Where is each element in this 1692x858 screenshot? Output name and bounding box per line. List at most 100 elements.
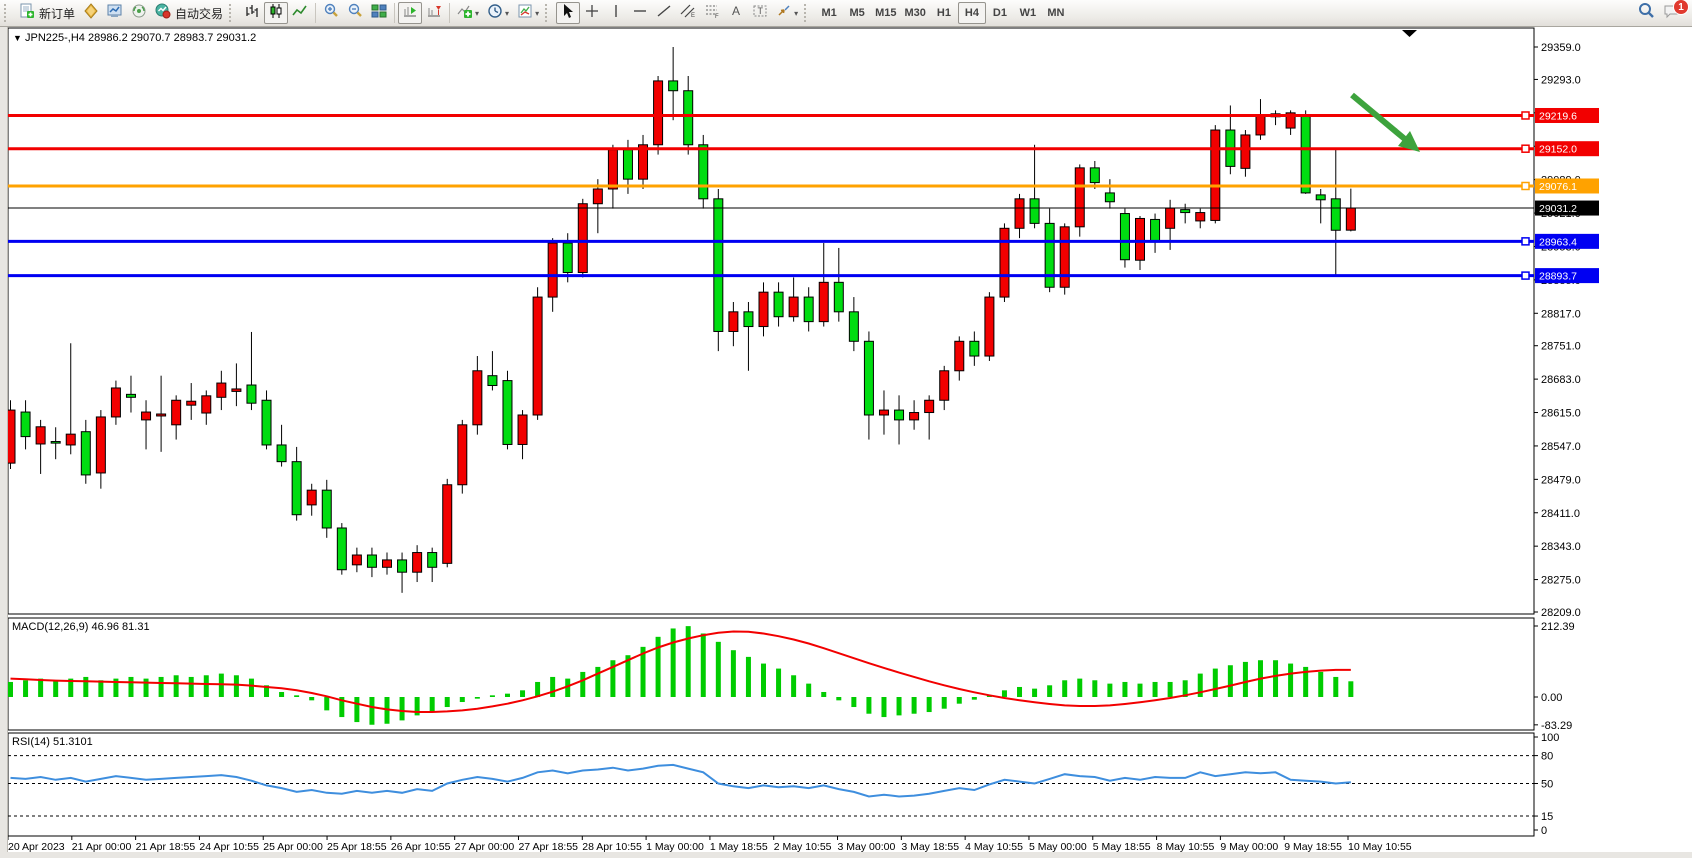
bullish-candle	[1165, 207, 1176, 229]
macd-histogram-bar	[188, 676, 194, 697]
fibonacci-button[interactable]: F	[700, 2, 724, 24]
toolbar-grip[interactable]	[4, 4, 11, 22]
timeframe-m15-button[interactable]: M15	[875, 7, 897, 19]
autotrading-button[interactable]: 自动交易	[151, 2, 227, 24]
bearish-candle	[321, 489, 332, 529]
bullish-candle	[457, 424, 468, 486]
main-chart-panel	[7, 27, 1535, 615]
macd-histogram-bar	[1242, 661, 1248, 697]
macd-histogram-bar	[1167, 681, 1173, 697]
text-label-button[interactable]: T	[748, 2, 772, 24]
new-order-button[interactable]: 新订单	[15, 2, 79, 24]
timeframe-h4-button[interactable]: H4	[957, 2, 986, 24]
bullish-candle	[878, 409, 889, 416]
text-button[interactable]: A	[724, 2, 748, 24]
bullish-candle	[954, 340, 965, 372]
bullish-candle	[95, 416, 106, 474]
timeframe-m5-button[interactable]: M5	[849, 7, 865, 19]
arrows-button[interactable]: ▾	[772, 2, 802, 24]
data-window-button[interactable]	[103, 2, 127, 24]
price-label-text: 28963.4	[1539, 236, 1577, 248]
macd-histogram-bar	[1017, 686, 1023, 697]
bearish-candle	[261, 399, 272, 446]
tile-windows-button[interactable]	[367, 2, 391, 24]
macd-histogram-bar	[911, 697, 917, 714]
macd-histogram-bar	[550, 676, 556, 697]
bullish-candle	[65, 433, 76, 446]
trendline-button[interactable]	[652, 2, 676, 24]
timeframe-m30-button[interactable]: M30	[904, 7, 926, 19]
bearish-candle	[1300, 115, 1311, 194]
bearish-candle	[276, 444, 287, 463]
arrows-icon	[776, 3, 792, 24]
cursor-button[interactable]	[556, 2, 581, 24]
rsi-tick-label: 15	[1541, 811, 1553, 823]
periods-button[interactable]: ▾	[483, 2, 513, 24]
macd-histogram-bar	[1092, 680, 1098, 697]
candlestick-chart-button[interactable]	[264, 2, 289, 24]
window-left-edge	[0, 27, 8, 858]
shift-marker[interactable]	[1402, 30, 1417, 37]
line-handle[interactable]	[1521, 144, 1530, 153]
chart-shift-button[interactable]	[422, 2, 446, 24]
timeframe-h1-button[interactable]: H1	[936, 7, 951, 19]
toolbar-grip[interactable]	[229, 4, 236, 22]
indicators-button[interactable]: ▾	[453, 2, 483, 24]
macd-histogram-bar	[1122, 681, 1128, 697]
timeframe-w1-button[interactable]: W1	[1019, 7, 1037, 19]
templates-button[interactable]: ▾	[513, 2, 543, 24]
candlestick-chart-icon	[268, 3, 284, 24]
auto-scroll-button[interactable]	[398, 2, 423, 24]
collapse-triangle-icon[interactable]: ▼	[13, 33, 22, 43]
macd-histogram-bar	[610, 660, 616, 697]
zoom-in-button[interactable]	[319, 2, 343, 24]
bearish-candle	[622, 149, 633, 180]
vertical-line-button[interactable]	[604, 2, 628, 24]
macd-tick-label: -83.29	[1541, 720, 1572, 732]
data-window-icon	[107, 3, 123, 24]
bullish-candle	[442, 484, 453, 564]
navigator-button[interactable]	[127, 2, 151, 24]
timeframe-d1-button[interactable]: D1	[992, 7, 1007, 19]
macd-histogram-bar	[474, 697, 480, 699]
time-label: 1 May 18:55	[710, 841, 768, 853]
line-handle[interactable]	[1521, 237, 1530, 246]
trend-arrow-head[interactable]	[1398, 131, 1420, 152]
price-tick-label: 28343.0	[1541, 541, 1581, 553]
bearish-candle	[1044, 222, 1055, 288]
trend-arrow[interactable]	[1350, 92, 1408, 143]
chevron-down-icon: ▾	[475, 8, 480, 18]
bearish-candle	[863, 340, 874, 416]
search-button[interactable]	[1634, 2, 1659, 24]
toolbar-grip[interactable]	[545, 4, 552, 22]
macd-tick-label: 212.39	[1541, 621, 1575, 633]
bearish-candle	[80, 431, 91, 476]
notifications-button[interactable]: 1	[1659, 0, 1689, 24]
toolbar-grip[interactable]	[804, 4, 811, 22]
line-handle[interactable]	[1521, 111, 1530, 120]
macd-histogram-bar	[1152, 681, 1158, 697]
bar-chart-icon	[244, 3, 260, 24]
macd-histogram-bar	[1273, 660, 1279, 697]
line-chart-button[interactable]	[288, 2, 312, 24]
zoom-out-button[interactable]	[343, 2, 367, 24]
line-handle[interactable]	[1521, 181, 1530, 191]
timeframe-mn-button[interactable]: MN	[1047, 7, 1065, 19]
time-label: 9 May 00:00	[1220, 841, 1278, 853]
crosshair-button[interactable]	[580, 2, 604, 24]
time-label: 25 Apr 18:55	[327, 841, 387, 853]
macd-histogram-bar	[625, 655, 631, 697]
macd-histogram-bar	[670, 628, 676, 697]
equidistant-channel-button[interactable]: E	[676, 2, 700, 24]
horizontal-line-button[interactable]	[628, 2, 652, 24]
timeframe-m1-button[interactable]: M1	[821, 7, 837, 19]
bar-chart-button[interactable]	[240, 2, 264, 24]
line-handle[interactable]	[1521, 271, 1530, 280]
bearish-candle	[20, 411, 31, 438]
time-label: 20 Apr 2023	[8, 841, 65, 853]
price-label-box	[1535, 107, 1599, 123]
market-watch-button[interactable]	[79, 2, 103, 24]
macd-histogram-bar	[836, 697, 842, 701]
navigator-icon	[131, 3, 147, 24]
